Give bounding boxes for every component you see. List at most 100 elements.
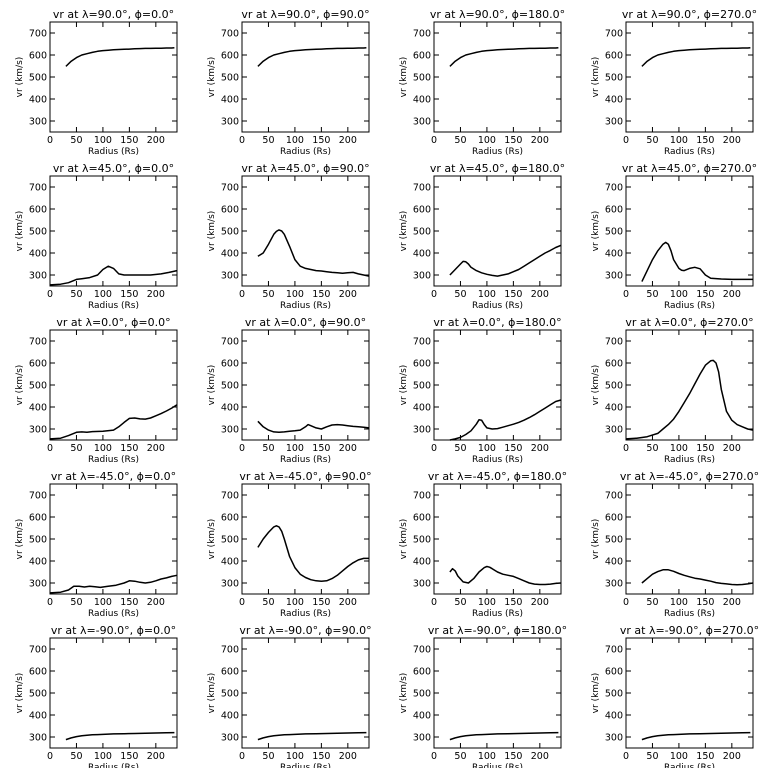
y-tick-label: 400 [413,557,431,568]
y-axis-label: vr (km/s) [399,365,409,406]
x-tick-label: 50 [646,135,658,146]
y-tick-label: 500 [413,227,431,238]
x-tick-label: 50 [454,135,466,146]
y-axis-label: vr (km/s) [207,211,217,252]
panel-title: vr at λ=45.0°, ϕ=90.0° [241,162,369,175]
y-tick-label: 400 [29,403,47,414]
plot-frame [625,329,754,441]
x-tick-label: 0 [47,597,53,608]
y-tick-label: 300 [413,271,431,282]
x-tick-label: 200 [147,443,165,454]
x-tick-label: 50 [70,751,82,762]
x-tick-label: 0 [431,135,437,146]
series-line [641,46,751,67]
x-tick-label: 0 [47,751,53,762]
y-tick-label: 600 [29,51,47,62]
plot-frame [49,637,178,749]
y-tick-label: 300 [605,117,623,128]
x-axis-label: Radius (Rs) [472,609,523,619]
x-tick-label: 200 [531,597,549,608]
x-tick-label: 100 [478,751,496,762]
y-tick-label: 600 [605,513,623,524]
x-axis-label: Radius (Rs) [88,455,139,465]
panel-title: vr at λ=-45.0°, ϕ=0.0° [51,470,176,483]
y-tick-label: 300 [221,117,239,128]
series-line [257,229,370,277]
x-tick-label: 0 [47,443,53,454]
x-tick-label: 150 [120,443,138,454]
y-axis-label: vr (km/s) [591,57,601,98]
x-tick-label: 50 [70,135,82,146]
y-tick-label: 700 [29,491,47,502]
y-axis-label: vr (km/s) [591,673,601,714]
x-tick-label: 200 [339,135,357,146]
chart-panel-13: vr at λ=-45.0°, ϕ=0.0° 0 50 100 150 200 300 400… [15,470,178,619]
y-tick-label: 600 [29,359,47,370]
chart-panel-7: vr at λ=45.0°, ϕ=180.0° 0 50 100 150 200 300 40… [399,162,565,311]
y-tick-label: 400 [221,557,239,568]
y-tick-label: 400 [413,249,431,260]
y-tick-label: 600 [413,513,431,524]
y-tick-label: 700 [413,491,431,502]
x-tick-label: 200 [723,289,741,300]
y-tick-label: 600 [413,205,431,216]
y-tick-label: 500 [221,689,239,700]
y-tick-label: 300 [605,579,623,590]
y-tick-label: 400 [605,95,623,106]
x-tick-label: 0 [431,289,437,300]
y-tick-label: 700 [413,183,431,194]
x-tick-label: 150 [120,135,138,146]
y-axis-label: vr (km/s) [15,519,25,560]
x-axis-label: Radius (Rs) [280,147,331,157]
series-line [449,565,562,586]
y-tick-label: 400 [605,711,623,722]
series-line [641,241,753,282]
x-tick-label: 100 [94,597,112,608]
x-tick-label: 100 [478,289,496,300]
x-axis-label: Radius (Rs) [664,455,715,465]
x-tick-label: 100 [670,597,688,608]
y-tick-label: 500 [605,535,623,546]
chart-panel-1: vr at λ=90.0°, ϕ=0.0° 0 50 100 150 200 300 400 5… [15,8,178,157]
y-tick-label: 300 [29,579,47,590]
x-tick-label: 200 [339,443,357,454]
y-tick-label: 700 [29,337,47,348]
x-tick-label: 150 [504,597,522,608]
y-tick-label: 400 [605,557,623,568]
x-tick-label: 0 [239,597,245,608]
y-tick-label: 700 [29,183,47,194]
chart-panel-10: vr at λ=0.0°, ϕ=90.0° 0 50 100 150 200 300 400 5… [207,316,370,465]
y-tick-label: 500 [221,381,239,392]
x-tick-label: 100 [478,597,496,608]
y-tick-label: 700 [221,29,239,40]
y-tick-label: 300 [413,579,431,590]
x-tick-label: 150 [504,135,522,146]
panel-title: vr at λ=90.0°, ϕ=90.0° [241,8,369,21]
x-tick-label: 200 [723,751,741,762]
series-line [641,731,751,741]
series-line [449,731,559,741]
panel-title: vr at λ=45.0°, ϕ=180.0° [430,162,565,175]
y-tick-label: 400 [221,249,239,260]
y-tick-label: 400 [605,403,623,414]
x-axis-label: Radius (Rs) [472,147,523,157]
y-tick-label: 300 [413,425,431,436]
y-tick-label: 700 [221,337,239,348]
y-axis-label: vr (km/s) [15,211,25,252]
y-tick-label: 500 [221,73,239,84]
x-tick-label: 0 [239,443,245,454]
y-tick-label: 700 [413,29,431,40]
y-axis-label: vr (km/s) [399,57,409,98]
x-tick-label: 50 [646,289,658,300]
x-tick-label: 100 [286,751,304,762]
panel-title: vr at λ=-45.0°, ϕ=180.0° [428,470,567,483]
plot-frame [433,483,562,595]
plot-frame [433,21,562,133]
y-axis-label: vr (km/s) [591,519,601,560]
y-tick-label: 300 [221,425,239,436]
y-tick-label: 300 [413,733,431,744]
x-tick-label: 150 [312,135,330,146]
x-tick-label: 200 [723,443,741,454]
y-tick-label: 500 [29,227,47,238]
panel-title: vr at λ=90.0°, ϕ=180.0° [430,8,565,21]
